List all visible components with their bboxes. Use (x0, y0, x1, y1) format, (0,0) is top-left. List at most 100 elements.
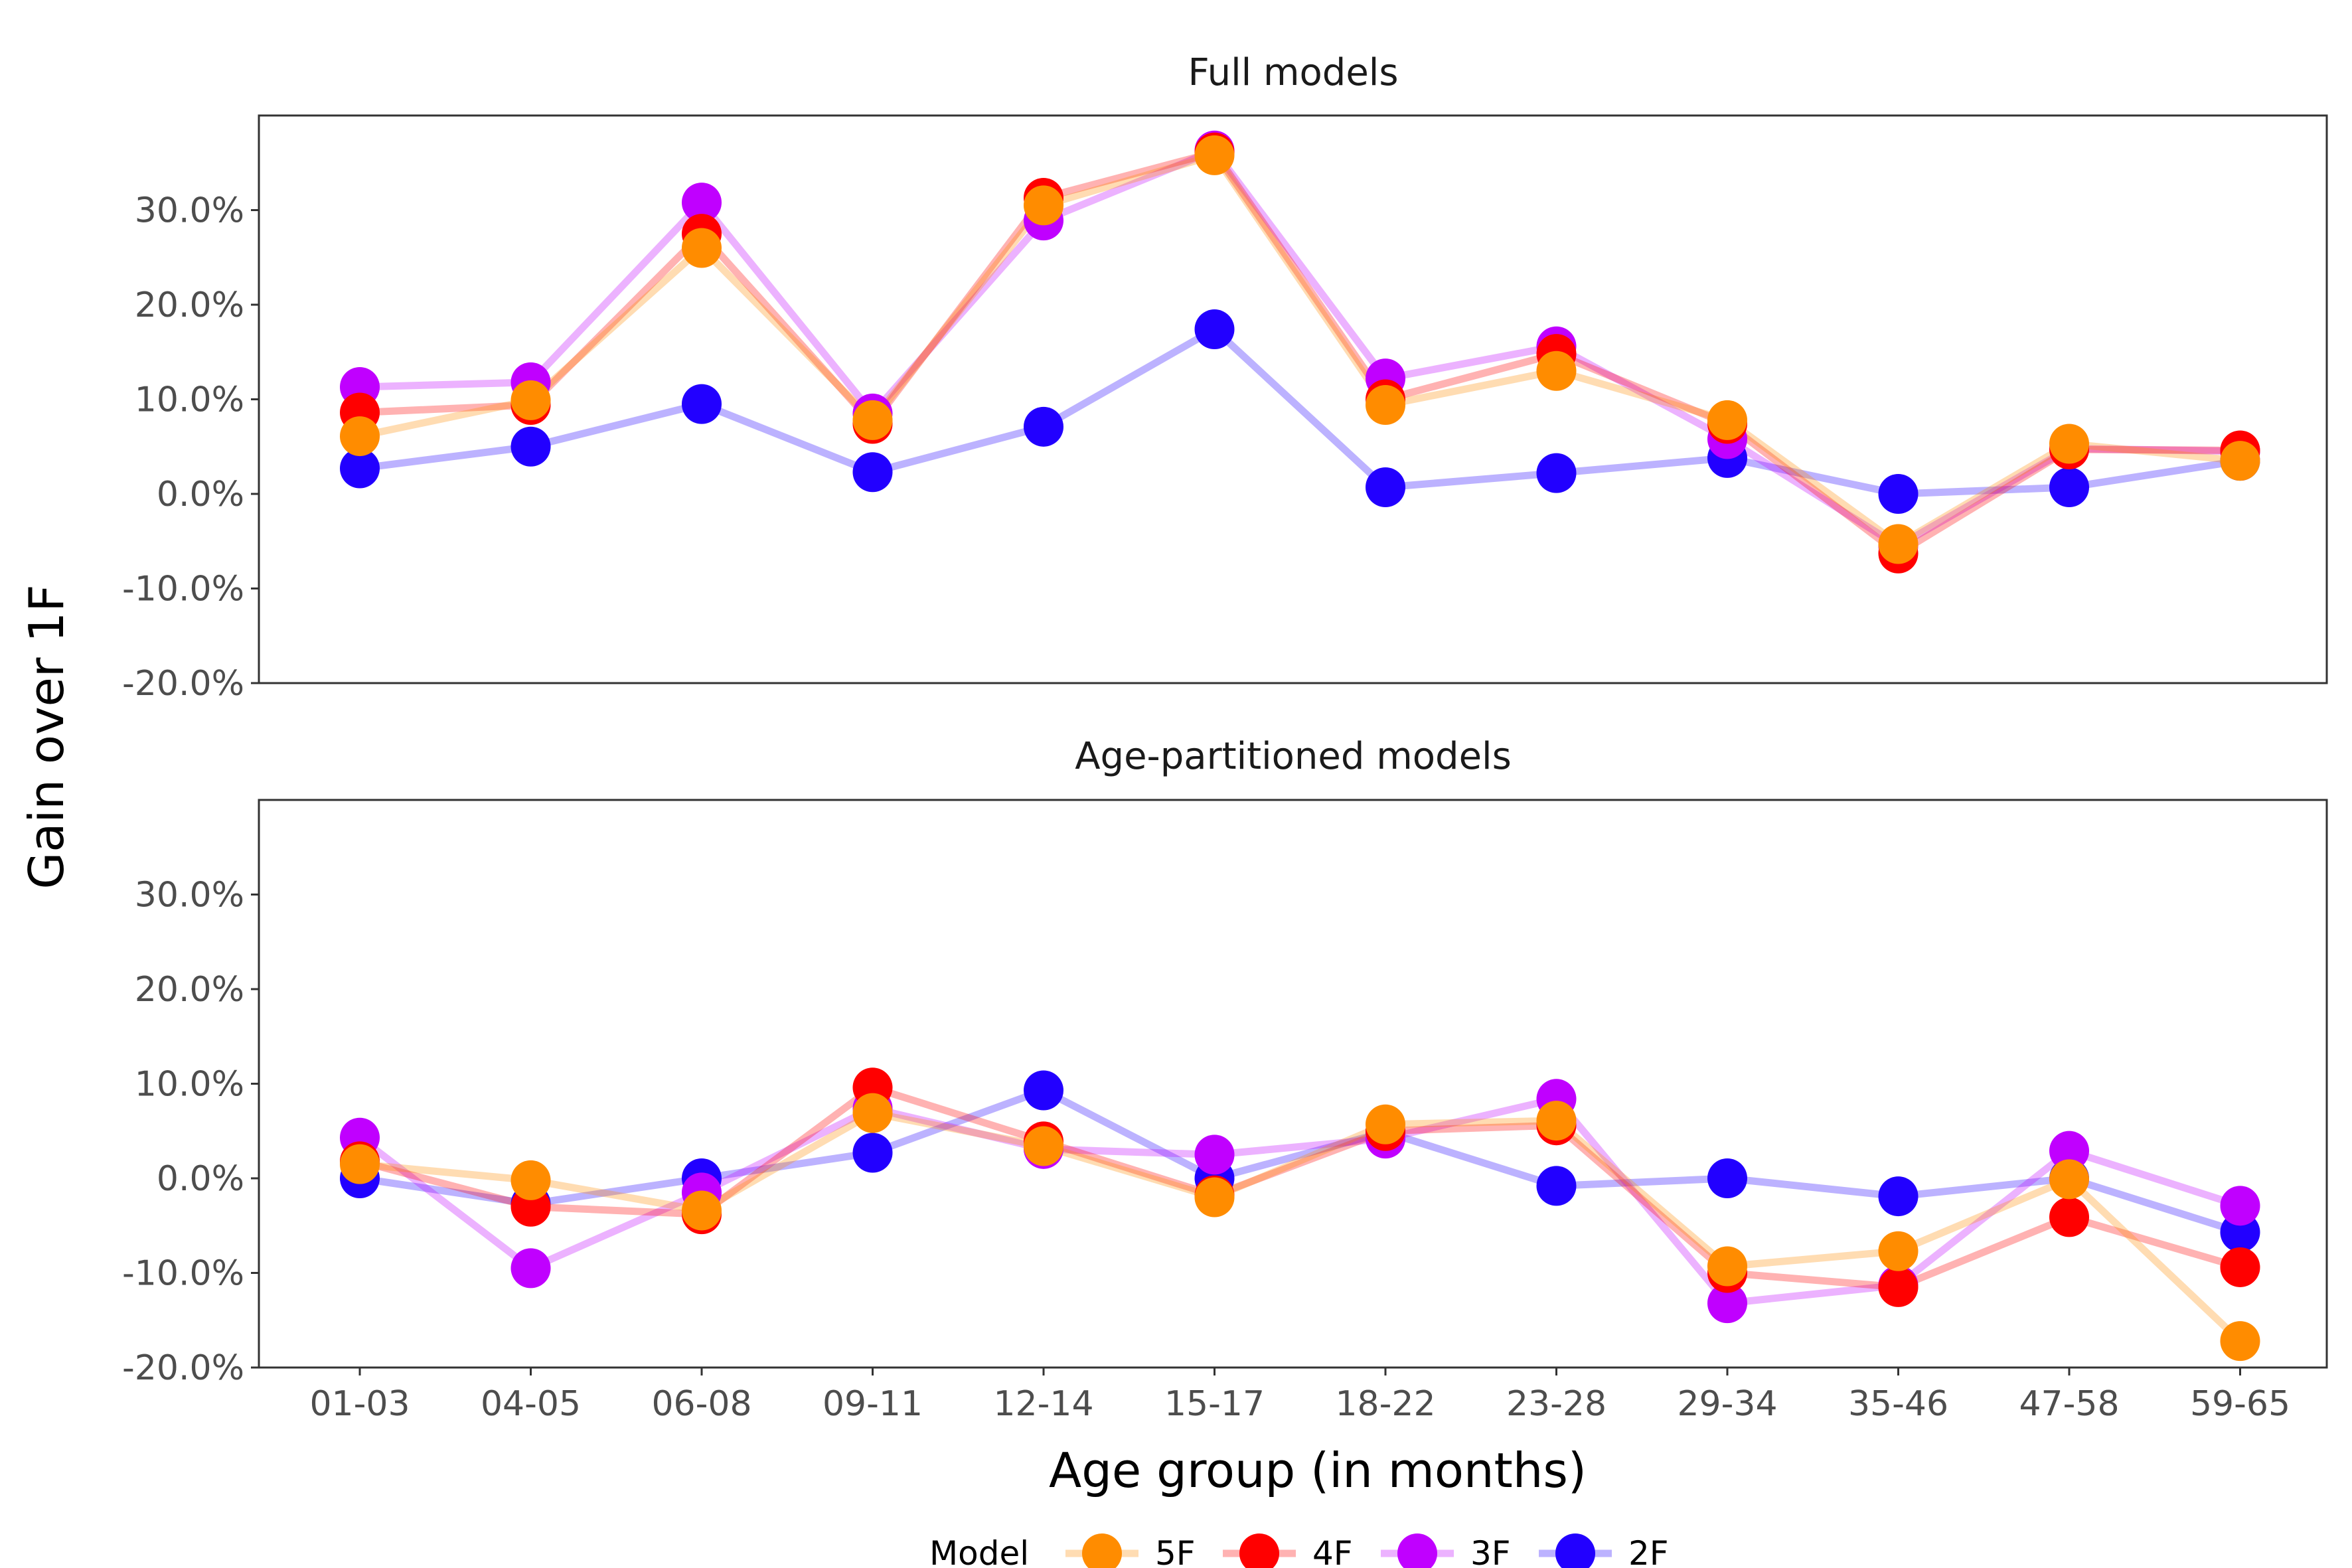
data-point-4f (2049, 1197, 2089, 1237)
data-point-3f (682, 183, 722, 223)
legend-entry-5f: 5F (1065, 1533, 1196, 1568)
data-point-2f (1366, 467, 1405, 508)
y-tick-label: 30.0% (135, 191, 244, 231)
x-tick-label: 01-03 (309, 1384, 410, 1424)
y-tick-label: 0.0% (157, 1159, 244, 1199)
x-tick-label: 06-08 (651, 1384, 751, 1424)
data-point-2f (1878, 474, 1919, 514)
y-axis-title: Gain over 1F (19, 584, 74, 889)
x-axis-ticks: 01-03 04-05 06-08 09-11 12-14 15-17 18-22 23-28… (309, 1368, 2290, 1424)
data-point-2f (682, 384, 722, 424)
panel-frame-age-partitioned-models (258, 799, 2328, 1369)
series-line-3f-full-models (356, 147, 2244, 550)
data-point-5f (1194, 135, 1235, 175)
series-line-5f-age-partitioned-models (356, 1109, 2244, 1345)
data-point-2f (1024, 406, 1063, 447)
data-point-5f (2220, 441, 2260, 481)
data-point-5f (1366, 1104, 1405, 1144)
data-point-2f (1024, 1070, 1063, 1111)
data-point-2f (852, 1133, 893, 1173)
data-point-5f (1878, 524, 1919, 564)
data-point-2f (1536, 1166, 1577, 1206)
data-point-5f (2049, 424, 2089, 464)
data-point-5f (1366, 385, 1405, 426)
legend-entry-2f: 2F (1539, 1533, 1669, 1568)
series-line-3f-age-partitioned-models (356, 1095, 2244, 1307)
y-tick-label: -10.0% (122, 570, 244, 609)
x-tick-label: 12-14 (993, 1384, 1093, 1424)
legend-key-point (1082, 1533, 1122, 1568)
data-point-5f (2049, 1159, 2089, 1200)
data-point-5f (1024, 1126, 1063, 1166)
data-point-5f (1707, 1246, 1747, 1287)
legend-label: 5F (1155, 1534, 1196, 1568)
legend-entry-4f: 4F (1223, 1533, 1353, 1568)
legend-key-point (1397, 1533, 1437, 1568)
series-line-4f-age-partitioned-models (356, 1083, 2244, 1291)
data-point-2f (1536, 453, 1577, 493)
data-point-4f (2220, 1247, 2260, 1287)
x-tick-label: 18-22 (1335, 1384, 1435, 1424)
y-tick-label: 0.0% (157, 475, 244, 514)
legend: Model 5F 4F 3F 2F (929, 1533, 1669, 1568)
y-tick-label: 10.0% (135, 380, 244, 420)
y-tick-label: 30.0% (135, 876, 244, 915)
data-point-3f (1707, 1283, 1747, 1324)
data-point-5f (1024, 185, 1063, 226)
panel-age-partitioned-models: Age-partitioned models -20.0% -10.0% 0.0% 1… (122, 735, 2328, 1388)
data-point-5f (510, 1160, 551, 1200)
data-point-5f (1707, 400, 1747, 440)
x-tick-label: 59-65 (2190, 1384, 2290, 1424)
x-tick-label: 35-46 (1848, 1384, 1948, 1424)
panel-full-models: Full models -20.0% -10.0% 0.0% 10.0% 20.0% 30… (122, 51, 2328, 704)
series-line-2f-age-partitioned-models (356, 1086, 2244, 1236)
legend-key-point (1239, 1533, 1279, 1568)
data-point-5f (510, 380, 551, 420)
data-point-4f (1878, 1267, 1919, 1307)
data-point-2f (1878, 1176, 1919, 1217)
y-tick-label: -10.0% (122, 1254, 244, 1294)
data-point-2f (1194, 309, 1235, 350)
facet-title-full-models: Full models (1188, 51, 1398, 94)
data-point-5f (1194, 1177, 1235, 1217)
data-point-2f (852, 452, 893, 493)
x-tick-label: 09-11 (823, 1384, 923, 1424)
data-point-5f (1536, 1101, 1577, 1141)
series-line-5f-full-models (356, 151, 2244, 548)
data-point-5f (1536, 351, 1577, 391)
series-line-4f-full-models (356, 149, 2244, 558)
panel-frame-full-models (258, 114, 2328, 684)
data-point-5f (1878, 1231, 1919, 1271)
data-point-5f (340, 1144, 380, 1184)
x-tick-label: 23-28 (1506, 1384, 1607, 1424)
data-point-3f (2220, 1186, 2260, 1226)
data-point-3f (2049, 1131, 2089, 1171)
data-point-3f (1194, 1135, 1235, 1175)
data-point-5f (852, 400, 893, 440)
x-axis-title: Age group (in months) (1049, 1443, 1587, 1498)
series-line-2f-full-models (356, 325, 2244, 498)
x-tick-label: 15-17 (1164, 1384, 1265, 1424)
data-point-2f (1707, 1158, 1747, 1198)
data-point-2f (510, 426, 551, 467)
legend-entry-3f: 3F (1381, 1533, 1511, 1568)
data-point-2f (2049, 467, 2089, 508)
data-point-2f (340, 448, 380, 489)
x-tick-label: 29-34 (1677, 1384, 1777, 1424)
legend-label: 3F (1470, 1534, 1511, 1568)
legend-label: 4F (1312, 1534, 1353, 1568)
y-tick-label: -20.0% (122, 1348, 244, 1388)
y-tick-label: -20.0% (122, 664, 244, 704)
data-point-5f (2220, 1321, 2260, 1362)
data-point-5f (682, 228, 722, 268)
data-point-5f (852, 1093, 893, 1133)
data-point-5f (340, 416, 380, 457)
facet-title-age-partitioned-models: Age-partitioned models (1075, 735, 1512, 778)
legend-key-point (1555, 1533, 1595, 1568)
legend-title: Model (929, 1534, 1029, 1568)
x-tick-label: 04-05 (481, 1384, 581, 1424)
legend-label: 2F (1628, 1534, 1669, 1568)
x-tick-label: 47-58 (2019, 1384, 2119, 1424)
y-tick-label: 20.0% (135, 285, 244, 325)
